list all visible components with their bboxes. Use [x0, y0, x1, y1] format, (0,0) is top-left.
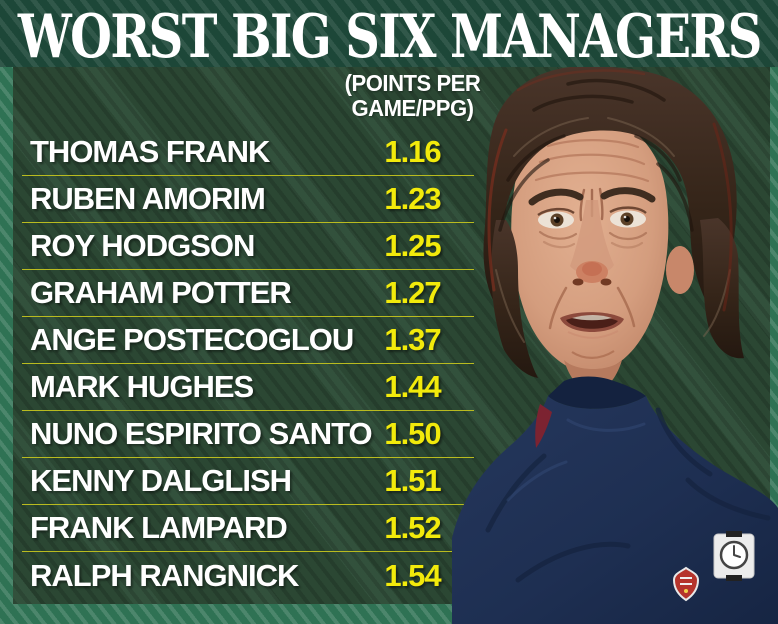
hair-texture-dark — [498, 78, 694, 232]
forehead-wrinkles — [534, 139, 650, 183]
ppg-value: 1.51 — [384, 463, 441, 498]
mouth — [560, 312, 624, 339]
title-band: WORST BIG SIX MANAGERS — [0, 0, 778, 67]
jacket-folds — [485, 407, 771, 583]
manager-name: FRANK LAMPARD — [30, 510, 288, 545]
manager-name: ROY HODGSON — [30, 228, 255, 263]
manager-name: RUBEN AMORIM — [30, 181, 266, 216]
ppg-value: 1.44 — [384, 369, 441, 404]
table-row: KENNY DALGLISH 1.51 — [22, 458, 474, 505]
hair-lock-right — [700, 218, 744, 359]
ppg-value: 1.54 — [384, 557, 441, 593]
sponsor-badge — [713, 531, 755, 581]
manager-name: KENNY DALGLISH — [30, 463, 292, 498]
managers-table: THOMAS FRANK 1.16 RUBEN AMORIM 1.23 ROY … — [22, 129, 474, 599]
manager-name: MARK HUGHES — [30, 369, 254, 404]
unit-label: (POINTS PER GAME/PPG) — [343, 71, 482, 121]
manager-name: NUNO ESPIRITO SANTO — [30, 416, 373, 451]
ppg-value: 1.25 — [384, 228, 441, 263]
ppg-value: 1.52 — [384, 510, 441, 545]
eyebrows — [528, 187, 656, 206]
ppg-value: 1.37 — [384, 322, 441, 357]
club-crest — [672, 566, 700, 602]
ppg-value: 1.50 — [384, 416, 441, 451]
table-row: ROY HODGSON 1.25 — [22, 223, 474, 270]
manager-name: THOMAS FRANK — [30, 134, 270, 169]
table-row: FRANK LAMPARD 1.52 — [22, 505, 474, 552]
chin-crease — [571, 350, 615, 359]
cheek-folds — [548, 286, 636, 330]
ppg-value: 1.27 — [384, 275, 441, 310]
hair — [483, 65, 737, 320]
manager-name: RALPH RANGNICK — [30, 557, 299, 593]
ear-right — [666, 246, 694, 294]
ppg-value: 1.16 — [384, 134, 441, 169]
table-row: ANGE POSTECOGLOU 1.37 — [22, 317, 474, 364]
eyes — [537, 206, 647, 229]
table-row: NUNO ESPIRITO SANTO 1.50 — [22, 411, 474, 458]
red-rim — [487, 69, 733, 312]
table-row: MARK HUGHES 1.44 — [22, 364, 474, 411]
ppg-value: 1.23 — [384, 181, 441, 216]
jacket-highlights — [506, 418, 646, 502]
unit-label-line1: (POINTS PER — [344, 70, 481, 96]
eye-bags — [538, 230, 648, 249]
collar-opening — [548, 376, 646, 409]
collar-red-lining — [535, 404, 552, 448]
hair-lock-left — [491, 220, 538, 378]
head — [483, 65, 744, 392]
table-row: RALPH RANGNICK 1.54 — [22, 552, 474, 599]
jacket — [452, 376, 778, 624]
nose — [570, 200, 614, 286]
table-row: THOMAS FRANK 1.16 — [22, 129, 474, 176]
table-row: GRAHAM POTTER 1.27 — [22, 270, 474, 317]
page-title: WORST BIG SIX MANAGERS — [17, 1, 763, 72]
table-row: RUBEN AMORIM 1.23 — [22, 176, 474, 223]
manager-name: GRAHAM POTTER — [30, 275, 292, 310]
unit-label-line2: GAME/PPG) — [351, 95, 474, 121]
manager-name: ANGE POSTECOGLOU — [30, 322, 354, 357]
manager-photo — [452, 65, 778, 624]
